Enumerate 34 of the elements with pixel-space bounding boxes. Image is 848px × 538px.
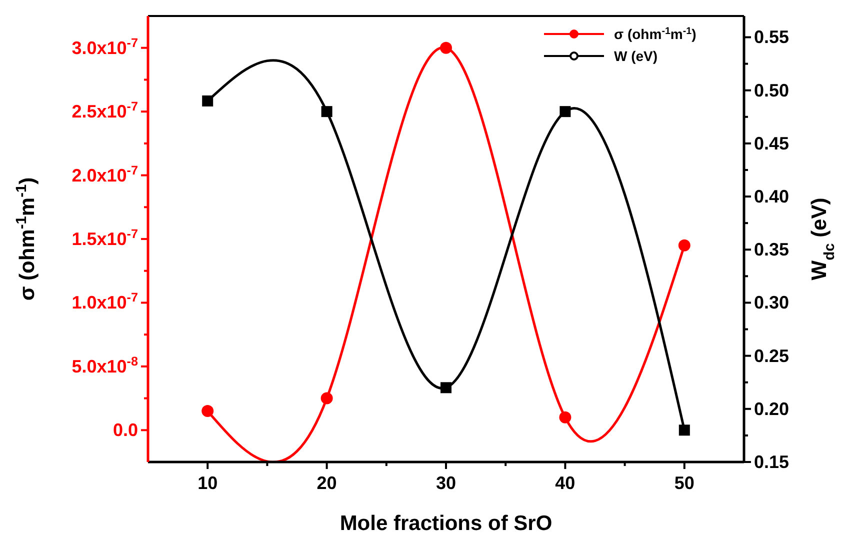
y2-tick-label: 0.40 (754, 186, 790, 207)
x-tick-label: 20 (316, 473, 337, 493)
y2-tick-label: 0.45 (754, 133, 790, 154)
point (560, 106, 571, 118)
y2-tick-label: 0.25 (754, 346, 790, 366)
point (320, 392, 333, 404)
y2-tick-label: 0.50 (754, 80, 790, 100)
point (440, 42, 452, 54)
y2-tick-label: 0.20 (754, 398, 790, 419)
y-tick-label: 0.0 (112, 420, 138, 440)
point (440, 382, 452, 394)
point (678, 239, 690, 252)
y2-tick-label: 0.30 (754, 292, 790, 313)
x-tick-label: 10 (198, 473, 218, 493)
point (202, 405, 214, 418)
point (678, 424, 690, 436)
point (559, 411, 572, 424)
y-tick-label: 2.0x10$^{-7}$ (72, 163, 138, 186)
y-tick-label: 3.0x10$^{-7}$ (72, 36, 138, 58)
x-axis-title: Mole fractions of SrO (340, 512, 552, 535)
y2-tick-label: 0.35 (754, 240, 790, 260)
x-tick-label: 40 (555, 473, 576, 493)
point (202, 95, 214, 106)
y-tick-label: 2.5x10$^{-7}$ (72, 100, 138, 122)
y2-tick-label: 0.55 (754, 27, 790, 48)
y2-tick-label: 0.15 (754, 452, 790, 472)
y-tick-label: 1.5x10$^{-7}$ (72, 227, 138, 249)
legend-label: W (eV) (614, 48, 658, 64)
y-tick-label: 5.0x10$^{-8}$ (72, 354, 138, 376)
x-tick-label: 30 (436, 473, 456, 493)
point (321, 106, 332, 118)
x-tick-label: 50 (674, 473, 694, 493)
legend-label: σ (ohm$^{-1}$m$^{-1}$) (614, 26, 696, 42)
y-tick-label: 1.0x10$^{-7}$ (72, 290, 138, 313)
